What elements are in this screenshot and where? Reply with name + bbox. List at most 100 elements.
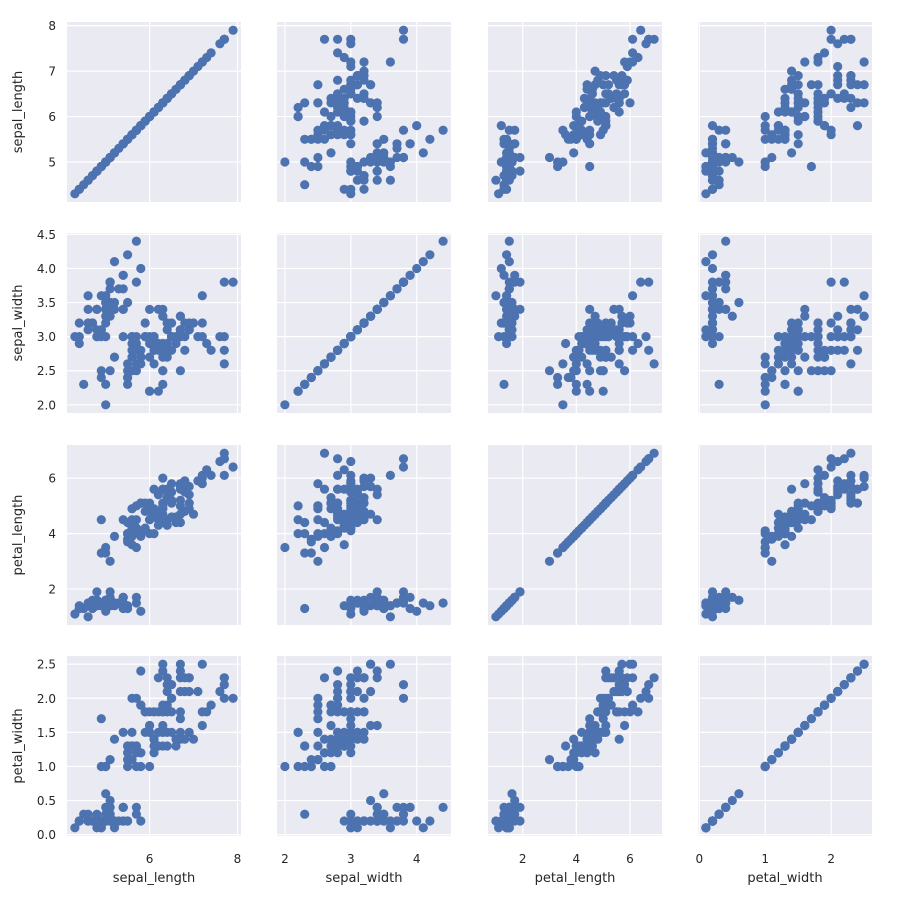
data-point	[614, 325, 624, 335]
data-point	[707, 332, 718, 342]
data-point	[313, 741, 323, 751]
data-point	[707, 250, 718, 260]
data-point	[852, 304, 863, 314]
data-point	[603, 89, 614, 99]
data-point	[101, 332, 111, 342]
data-point	[800, 111, 810, 122]
data-point	[300, 517, 310, 528]
data-point	[96, 291, 106, 301]
data-point	[569, 148, 579, 158]
data-point	[131, 748, 141, 758]
data-point	[109, 531, 120, 542]
data-point	[352, 175, 362, 185]
data-point	[595, 130, 606, 140]
data-point	[793, 338, 803, 349]
y-tick-label: 7	[48, 65, 56, 79]
data-point	[787, 338, 797, 349]
data-point	[366, 659, 376, 669]
data-point	[92, 332, 102, 342]
data-point	[585, 366, 595, 376]
data-point	[714, 157, 724, 167]
data-point	[839, 345, 849, 355]
data-point	[372, 809, 382, 819]
data-point	[92, 304, 102, 314]
data-point	[145, 304, 155, 314]
data-point	[859, 470, 869, 480]
data-point	[609, 673, 619, 683]
data-point	[313, 98, 323, 108]
data-point	[74, 318, 84, 328]
data-point	[398, 152, 409, 163]
data-point	[773, 134, 784, 144]
data-point	[339, 338, 349, 349]
data-point	[502, 601, 512, 611]
data-point	[392, 598, 402, 608]
data-point	[359, 184, 369, 194]
data-point	[162, 707, 172, 717]
data-point	[701, 325, 711, 335]
data-point	[101, 311, 111, 321]
data-point	[649, 673, 659, 683]
data-point	[131, 592, 141, 603]
data-point	[319, 121, 330, 131]
data-point	[721, 270, 731, 280]
data-point	[333, 34, 343, 44]
data-point	[339, 816, 349, 826]
data-point	[714, 809, 724, 819]
y-tick-label: 0.0	[37, 828, 56, 842]
data-point	[819, 121, 830, 131]
data-point	[333, 470, 343, 480]
data-point	[760, 379, 770, 389]
data-point	[714, 332, 724, 342]
data-point	[352, 673, 362, 683]
data-point	[346, 823, 356, 833]
data-point	[228, 462, 238, 472]
data-point	[175, 659, 185, 669]
data-point	[780, 526, 790, 536]
data-point	[300, 157, 310, 167]
data-point	[372, 102, 382, 113]
data-point	[83, 291, 93, 301]
data-point	[180, 734, 190, 744]
data-point	[813, 80, 823, 90]
data-point	[379, 789, 389, 799]
data-point	[515, 152, 525, 163]
data-point	[313, 529, 323, 539]
data-point	[438, 802, 448, 813]
data-point	[636, 693, 646, 703]
data-point	[614, 345, 624, 355]
data-point	[773, 125, 784, 135]
data-point	[813, 487, 823, 497]
data-point	[398, 587, 409, 597]
data-point	[793, 325, 803, 335]
data-point	[787, 84, 797, 94]
data-point	[359, 318, 369, 328]
data-point	[74, 184, 84, 194]
data-point	[787, 359, 797, 369]
data-point	[760, 125, 770, 135]
data-point	[760, 372, 770, 383]
data-point	[859, 80, 869, 90]
data-point	[833, 325, 843, 335]
data-point	[839, 454, 849, 464]
data-point	[502, 250, 512, 260]
data-point	[558, 359, 568, 369]
data-point	[346, 693, 356, 703]
data-point	[544, 556, 555, 566]
data-point	[727, 152, 737, 163]
data-point	[83, 816, 93, 826]
data-point	[326, 761, 336, 772]
data-point	[385, 175, 395, 185]
y-tick-label: 1.0	[37, 760, 56, 774]
data-point	[339, 125, 349, 135]
data-point	[92, 587, 102, 597]
data-point	[359, 57, 369, 67]
data-point	[175, 366, 185, 376]
data-point	[346, 184, 356, 194]
data-point	[438, 125, 448, 135]
data-point	[714, 277, 724, 287]
data-point	[707, 601, 718, 611]
data-point	[767, 556, 777, 566]
data-point	[131, 236, 141, 246]
